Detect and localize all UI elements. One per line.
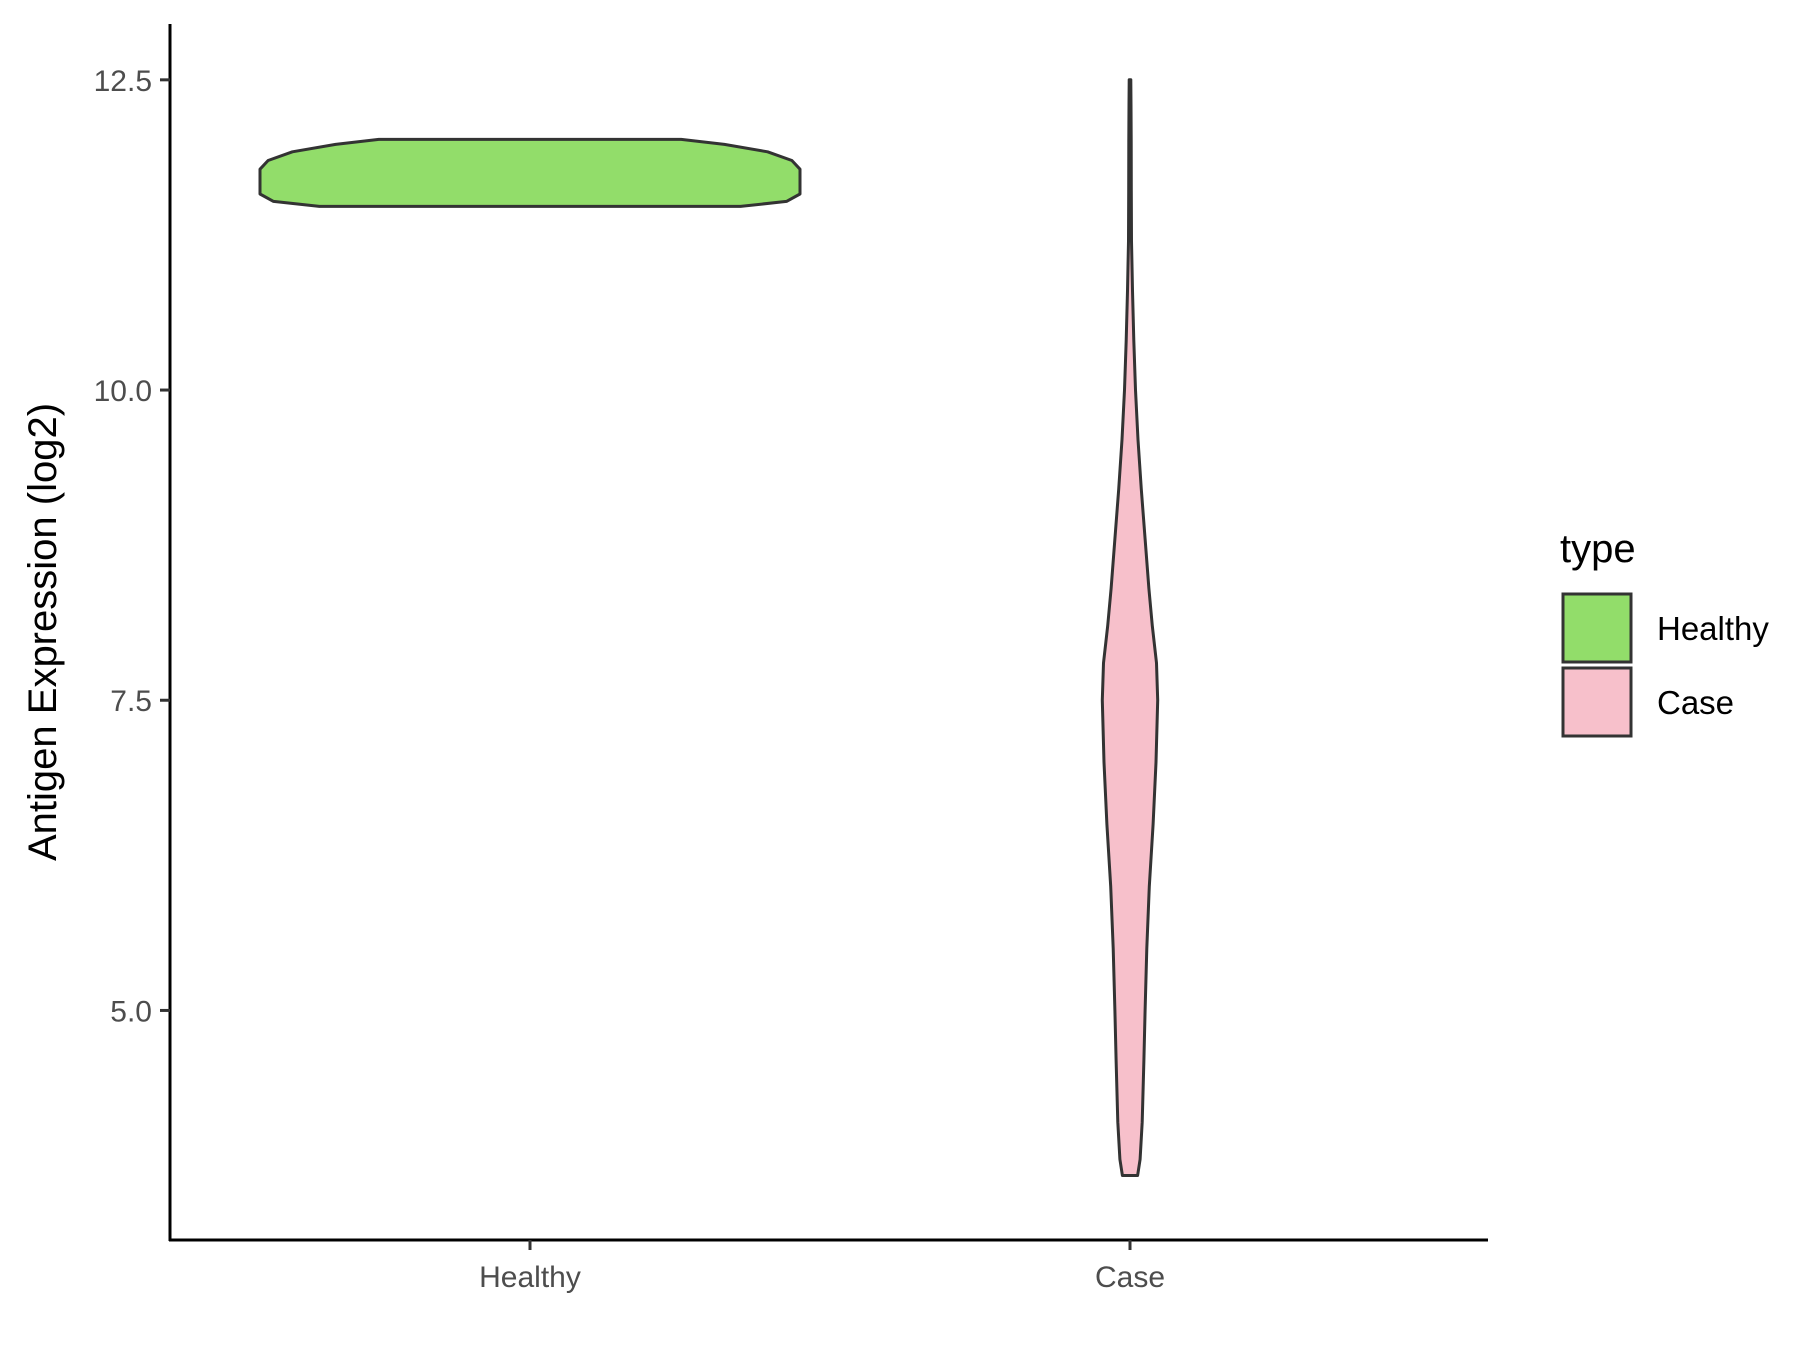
legend: type Healthy Case [1560,527,1769,738]
violin-case [1100,78,1160,1177]
x-tick-label: Healthy [479,1261,581,1294]
y-axis: 5.0 7.5 10.0 12.5 [94,24,172,1241]
violin-healthy [258,137,802,208]
legend-title: type [1560,527,1636,571]
x-tick-label: Case [1095,1261,1165,1294]
legend-key-healthy [1561,592,1633,664]
y-tick-label: 10.0 [94,375,152,408]
legend-label: Case [1657,684,1734,721]
y-tick-label: 7.5 [110,685,152,718]
legend-label: Healthy [1657,610,1769,647]
y-axis-title: Antigen Expression (log2) [21,403,65,861]
y-tick-label: 5.0 [110,995,152,1028]
x-axis: Healthy Case [169,1238,1488,1294]
y-tick-label: 12.5 [94,65,152,98]
legend-key-case [1561,666,1633,738]
plot-area [258,78,1160,1177]
